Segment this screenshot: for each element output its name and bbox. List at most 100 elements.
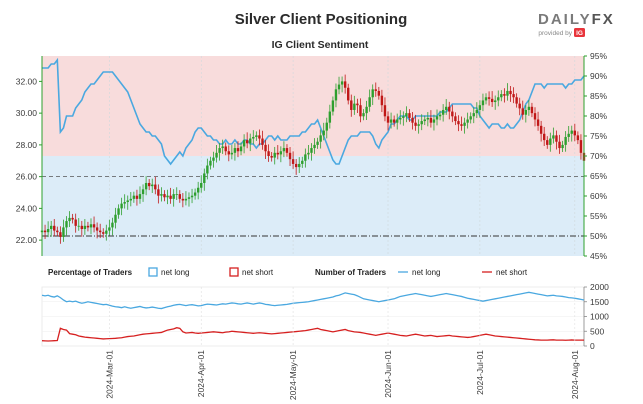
candle-body-129 [435, 116, 439, 120]
candle-body-76 [273, 152, 276, 158]
candle-body-25 [117, 208, 120, 215]
candle-body-11 [74, 219, 77, 226]
candle-body-41 [166, 195, 169, 198]
candle-body-73 [264, 144, 267, 152]
traders-tick-label-1500: 1500 [590, 297, 609, 307]
candle-body-156 [518, 103, 521, 109]
candle-body-14 [83, 225, 87, 230]
candle-body-161 [533, 113, 537, 120]
candle-body-81 [288, 152, 292, 160]
candle-body-173 [570, 130, 573, 134]
price-tick-label-28.00: 28.00 [16, 140, 38, 150]
candle-body-154 [512, 94, 515, 98]
candle-body-95 [331, 100, 335, 112]
candle-body-24 [114, 214, 117, 223]
candle-body-19 [98, 230, 102, 233]
short-zone [42, 56, 584, 156]
candle-body-142 [475, 109, 479, 114]
candle-body-42 [169, 195, 172, 199]
candle-body-13 [80, 225, 84, 230]
candle-body-92 [322, 130, 325, 136]
candle-body-64 [236, 148, 240, 152]
candle-body-132 [445, 106, 448, 110]
candle-body-71 [258, 135, 261, 139]
candle-body-148 [493, 100, 497, 103]
candle-body-10 [71, 217, 74, 220]
candle-body-59 [221, 146, 224, 149]
candle-body-38 [157, 189, 160, 196]
candle-body-135 [454, 116, 457, 122]
sentiment-tick-label-55%: 55% [590, 211, 607, 221]
lower-legend: Percentage of Traders net long net short… [48, 267, 528, 277]
traders-tick-label-0: 0 [590, 341, 595, 351]
long-zone [42, 156, 584, 256]
candle-body-98 [340, 81, 344, 85]
candle-body-149 [497, 97, 500, 101]
candle-body-124 [420, 121, 423, 125]
candle-body-100 [347, 87, 350, 101]
candle-body-94 [328, 111, 332, 123]
main-grid [109, 56, 576, 256]
candle-body-114 [389, 119, 393, 123]
candle-body-130 [438, 114, 442, 117]
candle-body-176 [579, 140, 583, 153]
logo-brand-ig: IG [576, 30, 583, 37]
candle-body-106 [365, 106, 368, 114]
candle-body-77 [276, 152, 279, 155]
candle-body-44 [175, 194, 178, 195]
date-label-4: 2024-Jul-01 [475, 350, 485, 395]
candle-body-119 [405, 113, 408, 117]
candle-body-90 [316, 141, 319, 145]
sentiment-tick-label-85%: 85% [590, 91, 607, 101]
candle-body-111 [380, 95, 384, 106]
legend-pct-long-label: net long [161, 268, 189, 277]
candle-body-158 [524, 109, 528, 115]
date-label-0: 2024-Mar-01 [104, 350, 114, 399]
price-tick-label-26.00: 26.00 [16, 172, 38, 182]
candle-body-109 [374, 89, 377, 91]
candle-body-174 [573, 130, 577, 136]
candle-body-160 [530, 106, 534, 114]
candle-body-83 [294, 163, 298, 168]
candle-body-74 [267, 151, 270, 156]
candle-body-127 [429, 117, 433, 123]
candle-body-16 [89, 224, 93, 228]
candle-body-137 [460, 124, 463, 126]
candle-body-99 [343, 81, 347, 88]
candle-body-23 [111, 222, 114, 228]
candle-body-3 [49, 225, 53, 230]
candle-body-57 [215, 152, 218, 158]
pct-long-series [42, 57, 585, 166]
candle-body-134 [451, 111, 454, 117]
date-label-3: 2024-Jun-01 [383, 350, 393, 398]
candle-body-68 [249, 138, 252, 144]
candle-body-102 [353, 103, 356, 110]
candle-body-12 [77, 225, 80, 227]
traders-panel: 0 500 1000 1500 2000 [41, 282, 609, 351]
candle-body-120 [408, 113, 411, 118]
candle-body-15 [86, 225, 90, 228]
candle-body-17 [92, 224, 96, 228]
candle-body-28 [126, 200, 129, 203]
sentiment-tick-label-80%: 80% [590, 111, 607, 121]
candle-body-65 [239, 146, 243, 152]
candle-body-133 [448, 106, 451, 112]
candle-body-55 [209, 160, 212, 166]
candle-body-1 [43, 230, 47, 233]
candle-body-97 [337, 84, 341, 90]
candle-body-69 [252, 136, 255, 139]
sentiment-tick-label-90%: 90% [590, 71, 607, 81]
candle-body-128 [432, 119, 436, 123]
pct-long-line [42, 57, 585, 166]
candle-body-169 [558, 141, 561, 149]
candle-body-112 [383, 105, 387, 117]
candle-body-58 [218, 148, 221, 153]
candle-body-138 [463, 122, 466, 126]
candle-body-45 [178, 194, 181, 199]
candle-body-8 [65, 221, 68, 228]
reference-lines [42, 176, 584, 237]
candle-body-93 [325, 122, 328, 131]
candle-body-121 [411, 117, 414, 123]
price-candles [40, 74, 586, 244]
